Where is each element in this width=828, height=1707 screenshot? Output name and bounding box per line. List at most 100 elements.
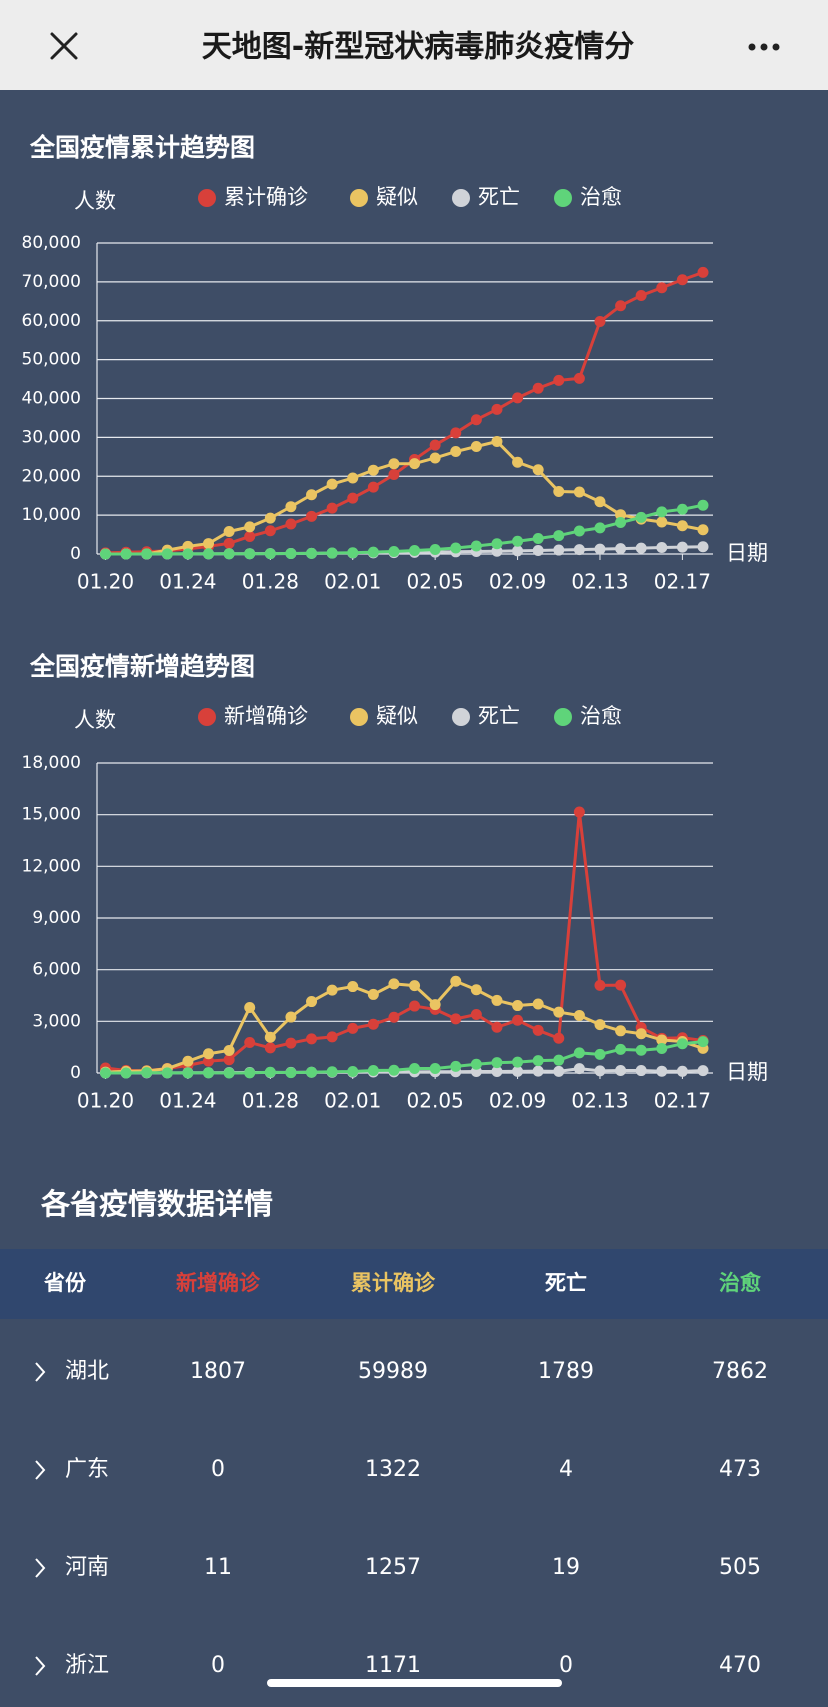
section-title: 各省疫情数据详情: [40, 1187, 273, 1221]
data-point: [635, 290, 647, 302]
data-point: [491, 403, 503, 415]
legend-label: 新增确诊: [224, 704, 308, 728]
expand-chevron[interactable]: [35, 1656, 46, 1676]
data-point: [615, 1043, 627, 1055]
chart-title: 全国疫情新增趋势图: [29, 652, 255, 681]
data-point: [470, 1058, 482, 1070]
table-cell: 59989: [358, 1359, 428, 1384]
x-tick-label: 01.24: [159, 570, 216, 594]
data-point: [367, 464, 379, 476]
data-point: [470, 984, 482, 996]
data-point: [470, 414, 482, 426]
data-point: [182, 1055, 194, 1067]
data-point: [244, 548, 256, 560]
x-tick-label: 02.05: [407, 570, 464, 594]
table-cell: 广东: [65, 1457, 109, 1482]
table-cell: 19: [552, 1555, 580, 1580]
table-header-band: [0, 1249, 828, 1319]
data-point: [409, 1062, 421, 1074]
data-point: [512, 456, 524, 468]
legend-label: 疑似: [376, 704, 418, 728]
close-button[interactable]: [50, 32, 78, 60]
data-point: [532, 532, 544, 544]
data-point: [635, 1044, 647, 1056]
data-point: [676, 541, 688, 553]
data-point: [615, 1065, 627, 1077]
data-point: [450, 975, 462, 987]
table-cell: 4: [559, 1457, 573, 1482]
more-button[interactable]: [748, 43, 780, 51]
table-cell: 河南: [65, 1555, 109, 1580]
data-point: [656, 516, 668, 528]
data-point: [450, 1060, 462, 1072]
data-point: [450, 1013, 462, 1025]
x-tick-label: 02.01: [324, 570, 381, 594]
data-point: [573, 372, 585, 384]
x-tick-label: 02.01: [324, 1089, 381, 1113]
data-point: [615, 979, 627, 991]
data-point: [100, 1067, 111, 1079]
x-tick-label: 01.24: [159, 1089, 216, 1113]
table-cell: 浙江: [65, 1653, 109, 1678]
data-point: [532, 1055, 544, 1067]
data-point: [244, 521, 256, 533]
data-point: [635, 511, 647, 523]
data-point: [388, 546, 400, 558]
x-tick-label: 02.13: [571, 1089, 628, 1113]
expand-chevron[interactable]: [35, 1362, 46, 1382]
expand-chevron[interactable]: [35, 1558, 46, 1578]
data-point: [203, 548, 215, 560]
data-point: [388, 469, 400, 481]
data-point: [594, 1019, 606, 1031]
x-tick-label: 01.28: [242, 570, 299, 594]
data-point: [656, 506, 668, 518]
expand-chevron[interactable]: [35, 1460, 46, 1480]
data-point: [594, 496, 606, 508]
table-cell: 470: [719, 1653, 761, 1678]
y-tick-label: 20,000: [22, 466, 81, 486]
data-point: [553, 374, 565, 386]
data-point: [161, 548, 173, 560]
table-cell: 湖北: [65, 1359, 109, 1384]
data-point: [532, 1024, 544, 1036]
data-point: [223, 1044, 235, 1056]
data-point: [244, 1036, 256, 1048]
data-point: [532, 382, 544, 394]
table-cell: 1171: [365, 1653, 421, 1678]
data-point: [532, 544, 544, 556]
data-point: [306, 510, 318, 522]
data-point: [347, 472, 359, 484]
data-point: [697, 1036, 709, 1048]
column-header: 累计确诊: [351, 1271, 436, 1295]
data-point: [326, 478, 338, 490]
table-cell: 7862: [712, 1359, 768, 1384]
data-point: [264, 1031, 276, 1043]
data-point: [347, 1066, 359, 1078]
legend-label: 死亡: [478, 704, 520, 728]
data-point: [656, 1034, 668, 1046]
data-point: [367, 1018, 379, 1030]
data-point: [326, 984, 338, 996]
data-point: [223, 1054, 235, 1066]
data-point: [532, 464, 544, 476]
x-tick-label: 02.13: [571, 570, 628, 594]
data-point: [573, 486, 585, 498]
data-point: [594, 979, 606, 991]
column-header: 新增确诊: [176, 1271, 261, 1295]
data-point: [615, 543, 627, 555]
data-point: [450, 542, 462, 554]
data-point: [594, 316, 606, 328]
y-tick-label: 3,000: [32, 1011, 81, 1031]
data-point: [347, 1022, 359, 1034]
data-point: [203, 1067, 215, 1079]
data-point: [512, 392, 524, 404]
data-point: [306, 547, 318, 559]
data-point: [532, 1065, 544, 1077]
data-point: [347, 547, 359, 559]
data-point: [367, 546, 379, 558]
data-point: [182, 548, 194, 560]
data-point: [244, 530, 256, 542]
x-tick-label: 02.05: [407, 1089, 464, 1113]
x-tick-label: 02.17: [654, 1089, 711, 1113]
